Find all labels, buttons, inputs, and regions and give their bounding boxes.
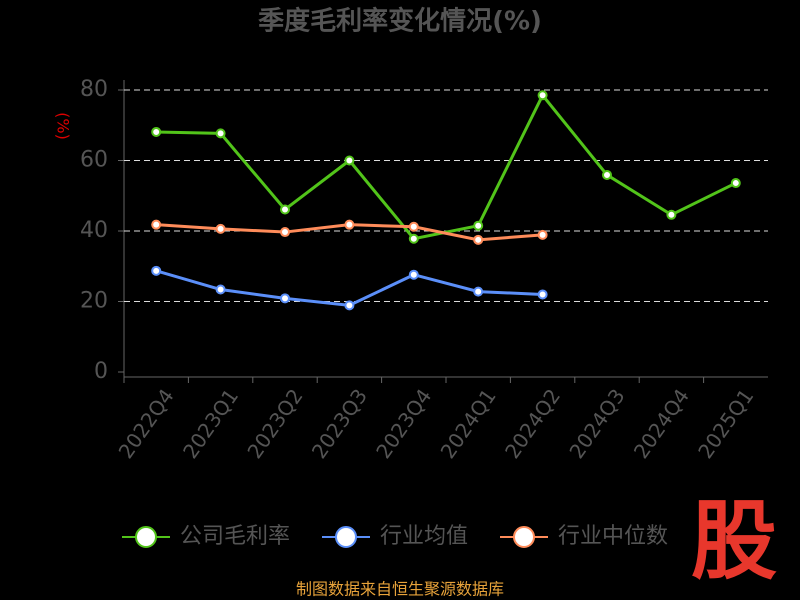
data-point (408, 233, 419, 244)
data-point (215, 223, 226, 234)
series-line (155, 269, 543, 307)
chart-title: 季度毛利率变化情况(%) (258, 6, 542, 37)
y-axis-label: (%) (54, 112, 73, 140)
data-point (666, 209, 677, 220)
y-tick-label: 60 (80, 148, 108, 173)
x-tick-label: 2023Q2 (242, 384, 307, 463)
data-point (280, 227, 290, 238)
data-point (537, 90, 548, 101)
data-point (408, 269, 419, 280)
legend-marker (135, 526, 157, 548)
data-point (215, 128, 226, 139)
x-tick-label: 2023Q1 (178, 384, 243, 463)
data-point (151, 126, 162, 137)
data-point (473, 220, 484, 231)
logo: 股 (691, 491, 777, 591)
x-tick-label: 2024Q1 (436, 384, 501, 463)
legend-marker (513, 526, 535, 548)
data-point (473, 234, 484, 245)
data-point (344, 155, 355, 166)
legend-label: 公司毛利率 (180, 524, 290, 549)
data-point (602, 169, 612, 180)
data-point (473, 286, 484, 297)
data-point (151, 265, 162, 276)
x-tick-label: 2023Q4 (371, 384, 436, 463)
data-point (280, 204, 290, 215)
y-tick-label: 40 (80, 218, 108, 243)
x-tick-label: 2024Q2 (500, 384, 565, 463)
series-line (156, 92, 737, 241)
y-tick-label: 20 (80, 289, 108, 314)
source-note: 制图数据来自恒生聚源数据库 (296, 580, 504, 599)
data-point (344, 300, 355, 311)
data-point (215, 284, 226, 295)
x-tick-label: 2024Q4 (629, 384, 694, 463)
legend-label: 行业中位数 (558, 524, 668, 549)
data-point (537, 289, 548, 300)
data-point (151, 219, 162, 230)
data-point (344, 219, 355, 230)
data-point (537, 229, 548, 240)
data-point (730, 178, 741, 189)
y-tick-label: 80 (80, 77, 108, 102)
x-tick-label: 2025Q1 (693, 384, 758, 463)
data-point (280, 293, 290, 304)
x-tick-label: 2024Q3 (564, 384, 629, 463)
legend-label: 行业均值 (380, 524, 468, 549)
x-tick-label: 2023Q3 (307, 384, 372, 463)
legend-marker (335, 526, 357, 548)
y-tick-label: 0 (94, 359, 108, 384)
data-point (408, 221, 419, 232)
x-tick-label: 2022Q4 (114, 384, 179, 463)
